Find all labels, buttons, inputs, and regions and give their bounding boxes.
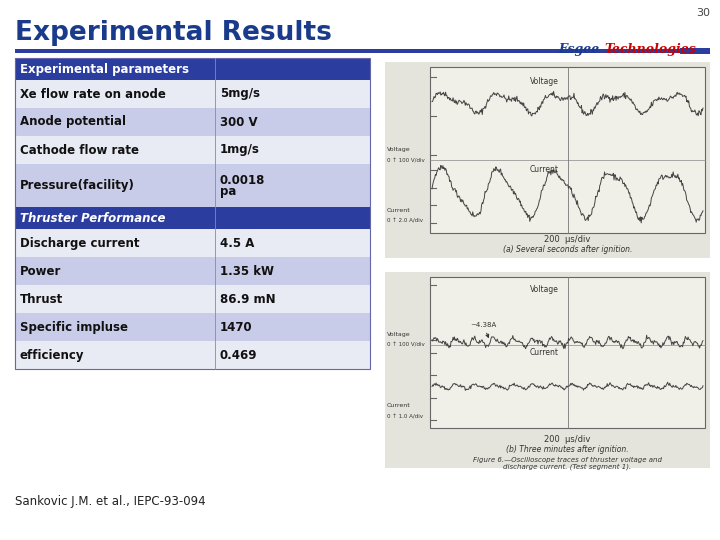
Bar — [15, 58, 370, 369]
Text: Experimental parameters: Experimental parameters — [20, 63, 189, 76]
Bar — [15, 80, 370, 108]
Text: discharge current. (Test segment 1).: discharge current. (Test segment 1). — [503, 464, 631, 470]
Text: Figure 6.—Oscilloscope traces of thruster voltage and: Figure 6.—Oscilloscope traces of thruste… — [473, 457, 662, 463]
Text: 1.35 kW: 1.35 kW — [220, 265, 274, 278]
Text: Voltage: Voltage — [530, 77, 559, 86]
Text: Voltage: Voltage — [530, 285, 559, 294]
Text: Xe flow rate on anode: Xe flow rate on anode — [20, 87, 166, 100]
Text: 0 ↑ 100 V/div: 0 ↑ 100 V/div — [387, 342, 425, 347]
Bar — [385, 272, 710, 468]
Text: Thrust: Thrust — [20, 293, 63, 306]
Bar — [15, 341, 370, 369]
Bar — [15, 108, 370, 136]
Text: 200  μs/div: 200 μs/div — [544, 435, 590, 444]
Bar — [680, 48, 710, 54]
Text: 30: 30 — [696, 8, 710, 18]
Text: Current: Current — [387, 403, 410, 408]
Text: 200  μs/div: 200 μs/div — [544, 235, 590, 245]
Text: pa: pa — [220, 185, 236, 198]
Text: Pressure(facility): Pressure(facility) — [20, 179, 135, 192]
Text: 0.469: 0.469 — [220, 349, 258, 362]
Text: Current: Current — [530, 165, 559, 174]
Text: 5mg/s: 5mg/s — [220, 87, 260, 100]
Text: Cathode flow rate: Cathode flow rate — [20, 144, 139, 157]
Bar — [15, 258, 370, 286]
Text: Anode potential: Anode potential — [20, 116, 126, 129]
Bar — [385, 62, 710, 258]
Text: Current: Current — [530, 348, 559, 357]
Bar — [15, 286, 370, 313]
Text: 0 ↑ 100 V/div: 0 ↑ 100 V/div — [387, 157, 425, 162]
Text: Power: Power — [20, 265, 61, 278]
Bar — [15, 136, 370, 164]
Bar — [15, 49, 710, 53]
Bar — [15, 230, 370, 258]
Text: Esgee: Esgee — [559, 44, 600, 57]
Text: ~4.38A: ~4.38A — [470, 322, 496, 338]
Text: (a) Several seconds after ignition.: (a) Several seconds after ignition. — [503, 246, 632, 254]
Bar — [15, 207, 370, 230]
Text: 300 V: 300 V — [220, 116, 258, 129]
Text: (b) Three minutes after ignition.: (b) Three minutes after ignition. — [506, 446, 629, 455]
Text: Voltage: Voltage — [387, 332, 410, 337]
Text: Discharge current: Discharge current — [20, 237, 140, 250]
Bar — [430, 67, 705, 233]
Text: Specific impluse: Specific impluse — [20, 321, 128, 334]
Text: Technologies: Technologies — [604, 44, 696, 57]
Text: 0.0018: 0.0018 — [220, 174, 266, 187]
Bar — [15, 58, 370, 80]
Text: Voltage: Voltage — [387, 147, 410, 152]
Text: Thruster Performance: Thruster Performance — [20, 212, 166, 225]
Bar — [15, 313, 370, 341]
Bar — [15, 164, 370, 207]
Bar — [430, 277, 705, 428]
Text: 1mg/s: 1mg/s — [220, 144, 260, 157]
Text: 0 ↑ 2.0 A/div: 0 ↑ 2.0 A/div — [387, 218, 423, 223]
Text: Current: Current — [387, 208, 410, 213]
Text: Experimental Results: Experimental Results — [15, 20, 332, 46]
Text: 4.5 A: 4.5 A — [220, 237, 254, 250]
Text: 86.9 mN: 86.9 mN — [220, 293, 276, 306]
Text: 0 ↑ 1.0 A/div: 0 ↑ 1.0 A/div — [387, 413, 423, 418]
Text: efficiency: efficiency — [20, 349, 84, 362]
Text: Sankovic J.M. et al., IEPC-93-094: Sankovic J.M. et al., IEPC-93-094 — [15, 495, 206, 508]
Text: 1470: 1470 — [220, 321, 253, 334]
